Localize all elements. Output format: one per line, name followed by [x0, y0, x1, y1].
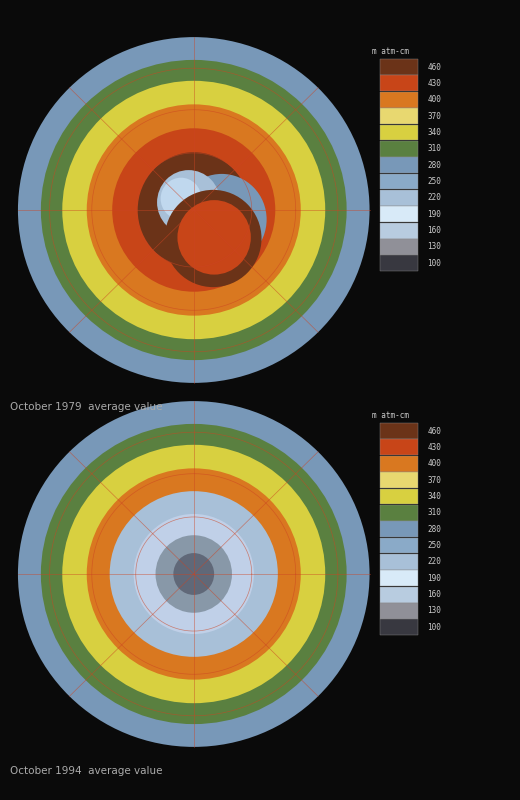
- Ellipse shape: [134, 514, 254, 634]
- Text: 310: 310: [427, 144, 441, 154]
- Text: 280: 280: [427, 161, 441, 170]
- Bar: [380, 538, 418, 554]
- Ellipse shape: [41, 60, 347, 360]
- Ellipse shape: [155, 535, 232, 613]
- Ellipse shape: [177, 200, 251, 274]
- Text: 430: 430: [427, 443, 441, 452]
- Text: 220: 220: [427, 558, 441, 566]
- Text: 400: 400: [427, 95, 441, 104]
- Text: 370: 370: [427, 112, 441, 121]
- Text: 370: 370: [427, 476, 441, 485]
- Text: 130: 130: [427, 606, 441, 615]
- Ellipse shape: [112, 128, 275, 292]
- Bar: [380, 92, 418, 108]
- Bar: [380, 554, 418, 570]
- Text: 160: 160: [427, 590, 441, 599]
- Text: 100: 100: [427, 622, 441, 632]
- Ellipse shape: [18, 37, 370, 383]
- Text: m atm-cm: m atm-cm: [372, 410, 409, 420]
- Ellipse shape: [165, 190, 262, 287]
- Bar: [380, 521, 418, 537]
- Bar: [380, 489, 418, 505]
- Bar: [380, 619, 418, 635]
- Ellipse shape: [18, 401, 370, 747]
- Text: October 1994  average value: October 1994 average value: [10, 766, 163, 776]
- Bar: [380, 174, 418, 190]
- Bar: [380, 108, 418, 124]
- Text: 280: 280: [427, 525, 441, 534]
- Ellipse shape: [173, 553, 214, 595]
- Bar: [380, 222, 418, 238]
- Text: 400: 400: [427, 459, 441, 468]
- Ellipse shape: [62, 81, 325, 339]
- Ellipse shape: [110, 491, 278, 657]
- Text: 460: 460: [427, 426, 441, 436]
- Text: 310: 310: [427, 508, 441, 518]
- Ellipse shape: [138, 152, 250, 268]
- Bar: [380, 505, 418, 521]
- Text: 190: 190: [427, 210, 441, 218]
- Bar: [380, 239, 418, 255]
- Text: 220: 220: [427, 194, 441, 202]
- Text: 250: 250: [427, 177, 441, 186]
- Bar: [380, 255, 418, 271]
- Ellipse shape: [41, 424, 347, 724]
- Bar: [380, 603, 418, 619]
- Text: m atm-cm: m atm-cm: [372, 46, 409, 56]
- Bar: [380, 586, 418, 602]
- Text: October 1979  average value: October 1979 average value: [10, 402, 163, 413]
- Bar: [380, 423, 418, 439]
- Text: 340: 340: [427, 492, 441, 501]
- Bar: [380, 472, 418, 488]
- Text: 460: 460: [427, 62, 441, 72]
- Text: 160: 160: [427, 226, 441, 235]
- Ellipse shape: [161, 178, 201, 219]
- Bar: [380, 456, 418, 472]
- Bar: [380, 141, 418, 157]
- Ellipse shape: [177, 174, 267, 265]
- Text: 130: 130: [427, 242, 441, 251]
- Bar: [380, 157, 418, 173]
- Bar: [380, 59, 418, 75]
- Text: 190: 190: [427, 574, 441, 582]
- Bar: [380, 190, 418, 206]
- Bar: [380, 570, 418, 586]
- Text: 340: 340: [427, 128, 441, 137]
- Ellipse shape: [87, 104, 301, 316]
- Bar: [380, 206, 418, 222]
- Bar: [380, 125, 418, 141]
- Ellipse shape: [87, 468, 301, 680]
- Text: 250: 250: [427, 541, 441, 550]
- Bar: [380, 75, 418, 91]
- Text: 430: 430: [427, 79, 441, 88]
- Text: 100: 100: [427, 258, 441, 268]
- Ellipse shape: [62, 445, 325, 703]
- Bar: [380, 439, 418, 455]
- Ellipse shape: [157, 170, 220, 234]
